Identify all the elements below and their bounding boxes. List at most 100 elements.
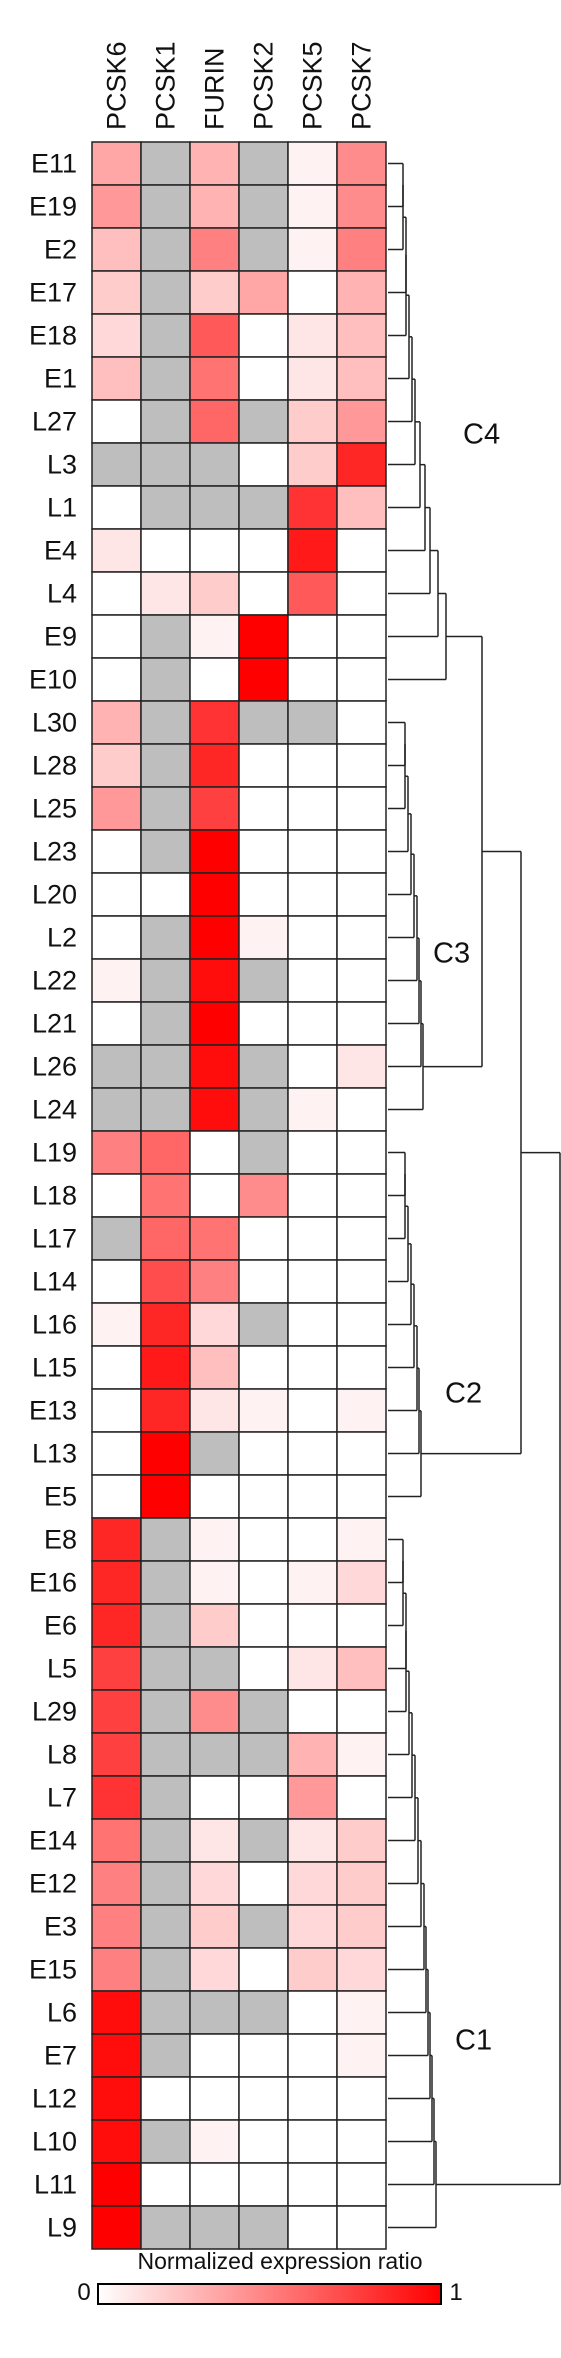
heatmap-cell [91,829,142,874]
column-label: PCSK2 [249,41,279,130]
heatmap-cell [91,657,142,702]
row-label: E19 [29,192,77,222]
heatmap-cell [189,1732,240,1777]
legend-max-label: 1 [449,2279,462,2306]
heatmap-cell [189,528,240,573]
heatmap-cell [140,2033,191,2078]
heatmap-cell [91,872,142,917]
column-label: FURIN [200,48,230,131]
legend-min-label: 0 [77,2279,90,2306]
heatmap-cell [238,2119,289,2164]
heatmap-cell [91,958,142,1003]
heatmap-cell [238,1001,289,1046]
heatmap-cell [287,141,338,186]
heatmap-cell [336,1904,387,1949]
row-label: L9 [47,2213,77,2243]
heatmap-cell [189,958,240,1003]
heatmap-cell [91,1001,142,1046]
heatmap-cell [91,2076,142,2121]
row-label: L8 [47,1740,77,1770]
heatmap-cell [287,313,338,358]
row-label: E3 [44,1912,77,1942]
heatmap-cell [189,571,240,616]
row-label: L17 [32,1224,77,1254]
heatmap-cell [287,1689,338,1734]
heatmap-cell [91,2119,142,2164]
heatmap-cell [189,1431,240,1476]
heatmap-cell [287,958,338,1003]
row-label: L28 [32,751,77,781]
heatmap-cell [238,399,289,444]
heatmap-cell [140,1259,191,1304]
heatmap-cell [189,1044,240,1089]
cluster-label: C4 [463,419,500,451]
row-label: E9 [44,622,77,652]
heatmap-cell [287,614,338,659]
heatmap-cell [336,184,387,229]
heatmap-cell [140,1689,191,1734]
heatmap-cell [238,2205,289,2250]
heatmap-cell [140,1517,191,1562]
heatmap-cell [91,2162,142,2207]
heatmap-cell [189,1689,240,1734]
heatmap-cell [287,915,338,960]
heatmap-cell [91,1732,142,1777]
heatmap-cell [91,915,142,960]
heatmap-cell [287,1775,338,1820]
heatmap-cells [91,141,387,2250]
heatmap-cell [336,1345,387,1390]
heatmap-cell [238,141,289,186]
row-label: L21 [32,1009,77,1039]
row-label: L20 [32,880,77,910]
row-label: E16 [29,1568,77,1598]
heatmap-cell [91,1431,142,1476]
heatmap-cell [287,1947,338,1992]
row-label: L15 [32,1353,77,1383]
legend-gradient-bar [97,2283,442,2305]
heatmap-cell [91,1775,142,1820]
heatmap-cell [287,1001,338,1046]
heatmap-cell [91,1818,142,1863]
heatmap-cell [140,571,191,616]
heatmap-cell [91,141,142,186]
heatmap-cell [140,1474,191,1519]
heatmap-cell [336,1259,387,1304]
heatmap-cell [287,1517,338,1562]
heatmap-cell [189,915,240,960]
row-label: L11 [34,2170,77,2200]
heatmap-cell [238,1474,289,1519]
row-label: E1 [44,364,77,394]
heatmap-cell [336,614,387,659]
heatmap-cell [140,786,191,831]
heatmap-cell [91,1302,142,1347]
row-label: E15 [29,1955,77,1985]
heatmap-cell [287,1560,338,1605]
heatmap-cell [140,485,191,530]
heatmap-cell [189,1904,240,1949]
heatmap-cell [91,2033,142,2078]
heatmap-cell [91,1560,142,1605]
heatmap-cell [140,700,191,745]
heatmap-cell [238,1560,289,1605]
heatmap-cell [336,1861,387,1906]
heatmap-cell [140,141,191,186]
heatmap-cell [140,1646,191,1691]
heatmap-cell [287,1861,338,1906]
heatmap-cell [140,270,191,315]
heatmap-cell [91,743,142,788]
heatmap-cell [140,1990,191,2035]
heatmap-cell [336,915,387,960]
heatmap-cell [287,571,338,616]
row-label: E17 [29,278,77,308]
heatmap-cell [140,1044,191,1089]
heatmap-cell [189,2162,240,2207]
heatmap-cell [287,2205,338,2250]
heatmap-cell [140,442,191,487]
cluster-label: C3 [433,938,470,970]
heatmap-cell [140,2119,191,2164]
heatmap-cell [287,743,338,788]
heatmap-cell [189,700,240,745]
heatmap-cell [238,313,289,358]
heatmap-cell [189,141,240,186]
heatmap-cell [189,1259,240,1304]
